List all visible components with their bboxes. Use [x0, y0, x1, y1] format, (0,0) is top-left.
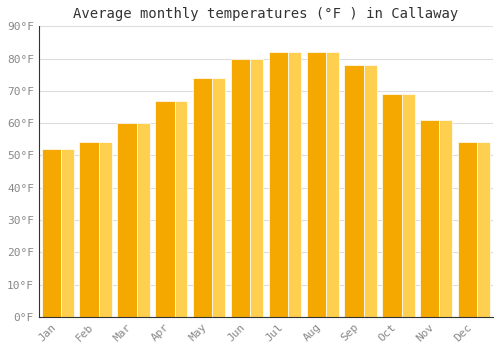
- Bar: [326, 52, 339, 317]
- Bar: [136, 123, 149, 317]
- Bar: [402, 94, 414, 317]
- Bar: [99, 142, 112, 317]
- Bar: [174, 100, 188, 317]
- Bar: [458, 142, 477, 317]
- Bar: [269, 52, 288, 317]
- Bar: [344, 65, 364, 317]
- Bar: [288, 52, 301, 317]
- Bar: [155, 100, 174, 317]
- Bar: [118, 123, 137, 317]
- Bar: [80, 142, 99, 317]
- Bar: [420, 120, 440, 317]
- Bar: [250, 58, 263, 317]
- Bar: [212, 78, 225, 317]
- Bar: [61, 149, 74, 317]
- Bar: [231, 58, 250, 317]
- Bar: [382, 94, 402, 317]
- Bar: [306, 52, 326, 317]
- Bar: [193, 78, 212, 317]
- Bar: [440, 120, 452, 317]
- Title: Average monthly temperatures (°F ) in Callaway: Average monthly temperatures (°F ) in Ca…: [74, 7, 458, 21]
- Bar: [364, 65, 376, 317]
- Bar: [42, 149, 61, 317]
- Bar: [478, 142, 490, 317]
